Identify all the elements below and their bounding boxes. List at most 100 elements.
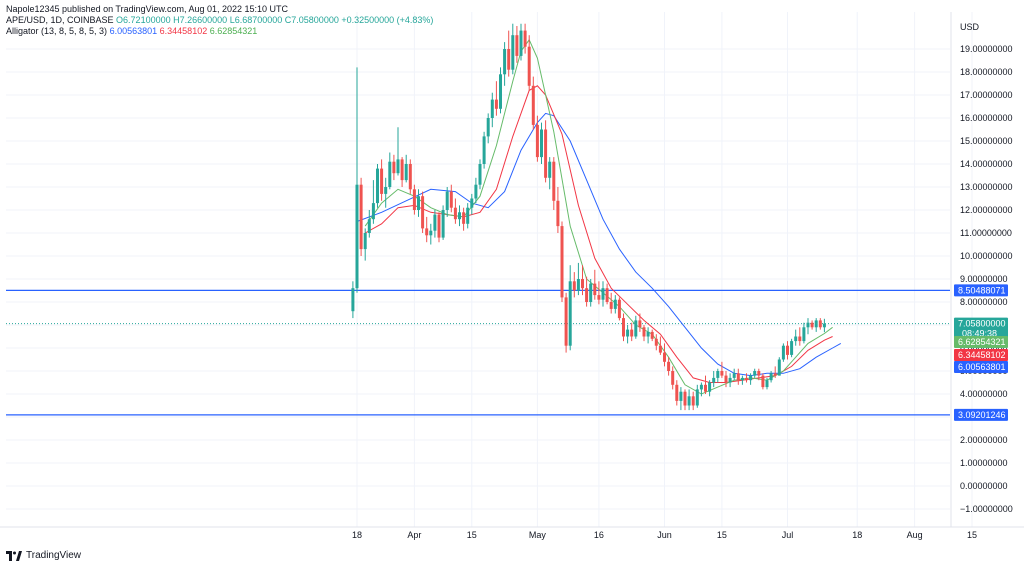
price-tick-label: 15.00000000 — [960, 136, 1013, 146]
candle-body — [626, 329, 630, 337]
last-price-tag — [954, 317, 1008, 340]
change-value: +0.32500000 (+4.83%) — [341, 15, 434, 25]
candle-body — [515, 35, 519, 56]
price-axis-unit: USD — [960, 22, 980, 32]
indicator-price-tag — [954, 361, 1008, 373]
candle-body — [622, 318, 625, 337]
time-tick-label: Jun — [657, 530, 672, 540]
candle-body — [667, 361, 671, 371]
indicator-price-tag-text: 6.34458102 — [958, 350, 1006, 360]
candle-body — [380, 168, 384, 194]
candle-body — [556, 200, 560, 227]
candle-body — [658, 345, 662, 353]
candle-body — [593, 283, 597, 296]
candle-body — [408, 164, 412, 190]
candle-body — [609, 302, 613, 309]
candle-body — [519, 30, 523, 56]
countdown-tag-text: 08:49:38 — [962, 329, 997, 339]
tradingview-logo-icon — [6, 550, 22, 561]
candle-body — [511, 35, 515, 70]
candle-body — [449, 191, 453, 208]
candle-body — [617, 299, 621, 319]
time-tick-label: Aug — [907, 530, 923, 540]
price-tick-label: 11.00000000 — [960, 228, 1012, 238]
horizontal-lines[interactable] — [6, 289, 950, 416]
candle-body — [810, 322, 814, 328]
time-tick-label: 15 — [967, 530, 977, 540]
candle-body — [642, 327, 646, 337]
candle-body — [671, 371, 675, 385]
candle-body — [765, 380, 769, 388]
candle-body — [412, 189, 416, 210]
candle-body — [560, 226, 564, 298]
price-tags: 8.504880713.092012467.0580000008:49:386.… — [954, 284, 1008, 421]
jaw-value: 6.00563801 — [109, 26, 158, 36]
candle-body — [441, 210, 445, 238]
candle-body — [749, 375, 753, 381]
price-axis[interactable]: USD 19.00000000 18.00000000 17.00000000 16.… — [950, 12, 1013, 527]
time-tick-label: 18 — [852, 530, 862, 540]
symbol-label[interactable]: APE/USD, 1D, COINBASE — [6, 15, 114, 25]
candle-body — [367, 219, 371, 233]
candle-body — [786, 345, 789, 355]
last-price-tag-text: 7.05800000 — [958, 319, 1006, 329]
candle-body — [503, 49, 507, 75]
candle-body — [675, 384, 679, 401]
candle-body — [466, 207, 470, 224]
candle-body — [351, 288, 355, 312]
time-axis[interactable]: 18 Apr 15 May 16 Jun 15 Jul 18 Aug 15 — [0, 526, 1024, 540]
price-tick-label: 1.00000000 — [960, 458, 1008, 468]
candle-body — [388, 161, 392, 187]
candle-body — [753, 371, 757, 376]
candle-body — [663, 352, 666, 362]
candle-body — [818, 320, 822, 328]
candle-body — [699, 384, 703, 390]
indicator-price-tag-text: 6.62854321 — [958, 337, 1006, 347]
candle-body — [724, 375, 728, 383]
candle-body — [486, 118, 490, 137]
price-tick-label: 13.00000000 — [960, 182, 1013, 192]
lips-value: 6.62854321 — [209, 26, 258, 36]
candle-body — [654, 338, 658, 346]
candle-body — [400, 159, 404, 181]
candle-body — [687, 396, 691, 406]
candle-body — [445, 191, 449, 210]
price-tick-label: 4.00000000 — [960, 389, 1008, 399]
candle-body — [359, 184, 363, 250]
candle-body — [568, 281, 572, 346]
hline-price-tag — [954, 408, 1008, 421]
candle-body — [679, 391, 683, 401]
price-tick-label: 14.00000000 — [960, 159, 1013, 169]
candle-body — [462, 212, 466, 224]
tradingview-footer[interactable]: TradingView — [6, 550, 81, 561]
indicator-label[interactable]: Alligator (13, 8, 5, 8, 5, 3) — [6, 26, 108, 36]
candle-body — [613, 299, 617, 309]
price-tick-label: 0.00000000 — [960, 481, 1008, 491]
candle-body — [437, 214, 441, 238]
candle-body — [396, 159, 400, 174]
candles — [351, 23, 826, 411]
candle-body — [363, 233, 367, 250]
candle-body — [429, 230, 433, 236]
tradingview-logo-text: TradingView — [26, 550, 82, 561]
candle-body — [712, 377, 716, 383]
candle-body — [683, 391, 687, 406]
candle-body — [425, 228, 429, 236]
candle-body — [453, 207, 457, 220]
price-tick-label: 19.00000000 — [960, 44, 1013, 54]
candle-body — [355, 184, 359, 289]
candle-body — [630, 329, 634, 337]
candle-body — [552, 161, 556, 201]
candle-body — [470, 198, 474, 208]
candle-body — [650, 331, 654, 339]
candle-body — [777, 359, 781, 376]
indicator-price-tag — [954, 349, 1008, 361]
indicator-price-tag — [954, 336, 1008, 348]
open-value: O6.72100000 — [116, 15, 171, 25]
candle-body — [814, 320, 818, 328]
candle-body — [691, 396, 695, 406]
candle-body — [540, 129, 543, 158]
candle-body — [417, 196, 420, 210]
candle-body — [564, 297, 568, 346]
